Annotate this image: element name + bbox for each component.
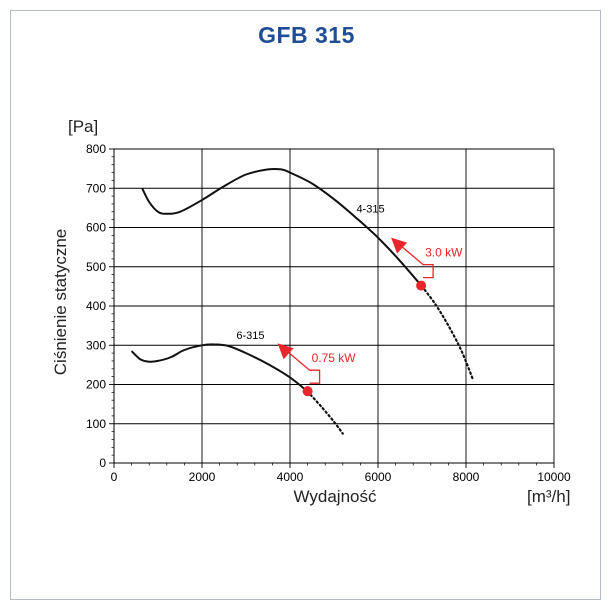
tick-label-y: 200 — [86, 378, 106, 392]
x-unit-label: [m³/h] — [527, 487, 570, 506]
tick-label-x: 2000 — [189, 470, 216, 484]
series-label-4-315: 4-315 — [356, 204, 384, 216]
grid — [114, 148, 555, 463]
power-arrow-head — [277, 343, 294, 360]
operating-point-6-315 — [302, 386, 313, 397]
tick-label-y: 700 — [86, 181, 106, 195]
tick-label-y: 600 — [86, 221, 106, 235]
power-label-4-315: 3.0 kW — [425, 246, 463, 260]
series-extension-6-315 — [306, 390, 344, 435]
power-arrow-line — [396, 242, 434, 279]
curves: 4-315 6-315 — [130, 167, 474, 435]
tick-label-x: 0 — [111, 470, 118, 484]
power-arrow-head — [391, 237, 408, 254]
tick-label-x: 10000 — [537, 470, 571, 484]
power-label-6-315: 0.75 kW — [312, 351, 357, 365]
series-extension-4-315 — [420, 285, 474, 380]
tick-label-y: 500 — [86, 260, 106, 274]
tick-label-y: 0 — [99, 456, 106, 470]
tick-label-y: 400 — [86, 299, 106, 313]
y-axis-label: Ciśnienie statyczne — [51, 229, 70, 375]
tick-label-y: 100 — [86, 417, 106, 431]
tick-label-y: 300 — [86, 338, 106, 352]
tick-label-x: 8000 — [453, 470, 480, 484]
tick-label-x: 6000 — [365, 470, 392, 484]
chart-title: GFB 315 — [258, 22, 355, 48]
series-label-6-315: 6-315 — [236, 330, 264, 342]
power-arrow-line — [283, 347, 321, 384]
series-line-4-315 — [141, 167, 423, 288]
x-axis-label: Wydajność — [294, 487, 377, 506]
operating-points: 3.0 kW 0.75 kW — [277, 237, 463, 397]
tick-label-x: 4000 — [277, 470, 304, 484]
y-unit-label: [Pa] — [68, 117, 98, 136]
tick-label-y: 800 — [86, 142, 106, 156]
operating-point-4-315 — [416, 280, 427, 291]
series-line-6-315 — [130, 343, 309, 393]
